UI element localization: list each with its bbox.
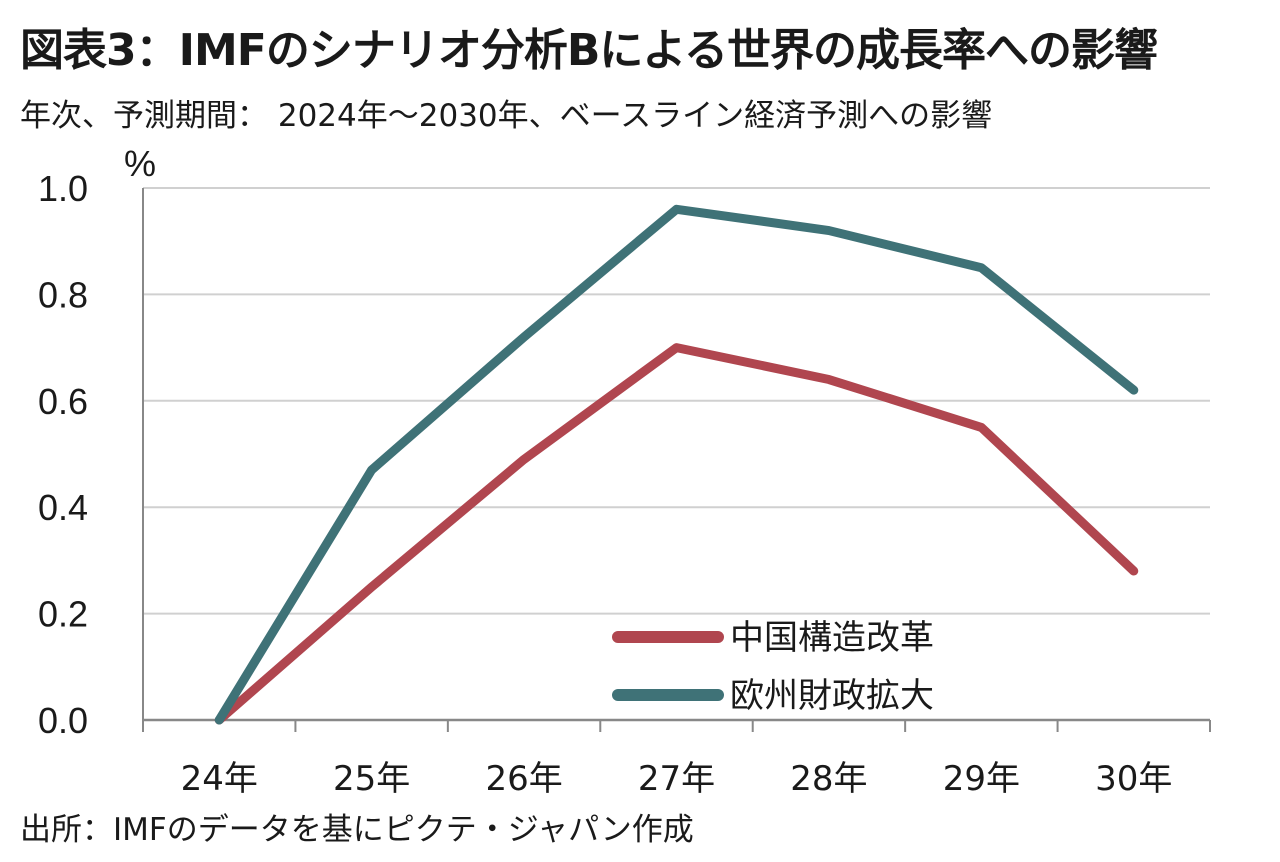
y-axis-unit-label: % <box>124 143 156 184</box>
y-tick-label: 0.0 <box>38 700 88 741</box>
x-tick-label: 25年 <box>333 759 410 799</box>
x-tick-label: 29年 <box>943 759 1020 799</box>
x-tick-label: 30年 <box>1095 759 1172 799</box>
x-tick-label: 27年 <box>638 759 715 799</box>
y-tick-label: 0.8 <box>38 274 88 315</box>
legend-label: 欧州財政拡大 <box>730 676 934 716</box>
x-tick-label: 28年 <box>790 759 867 799</box>
y-tick-label: 0.6 <box>38 381 88 422</box>
axes: 0.0 0.2 0.4 0.6 0.8 1.0% 24年 25年 26年 27年 28年 29年 30年 <box>38 143 1211 799</box>
series-lines <box>214 204 1139 725</box>
chart-subtitle: 年次、予測期間： 2024年～2030年、ベースライン経済予測への影響 <box>20 98 993 134</box>
series-line <box>214 343 1139 725</box>
y-tick-label: 0.4 <box>38 487 88 528</box>
source-note: 出所：IMFのデータを基にピクテ・ジャパン作成 <box>20 812 694 848</box>
chart-title: 図表3：IMFのシナリオ分析Bによる世界の成長率への影響 <box>20 25 1158 76</box>
y-tick-label: 0.2 <box>38 594 88 635</box>
gridlines <box>143 187 1210 615</box>
y-tick-label: 1.0 <box>38 168 88 209</box>
legend-label: 中国構造改革 <box>730 618 934 658</box>
x-tick-label: 26年 <box>485 759 562 799</box>
x-tick-label: 24年 <box>181 759 258 799</box>
series-line <box>214 204 1139 725</box>
